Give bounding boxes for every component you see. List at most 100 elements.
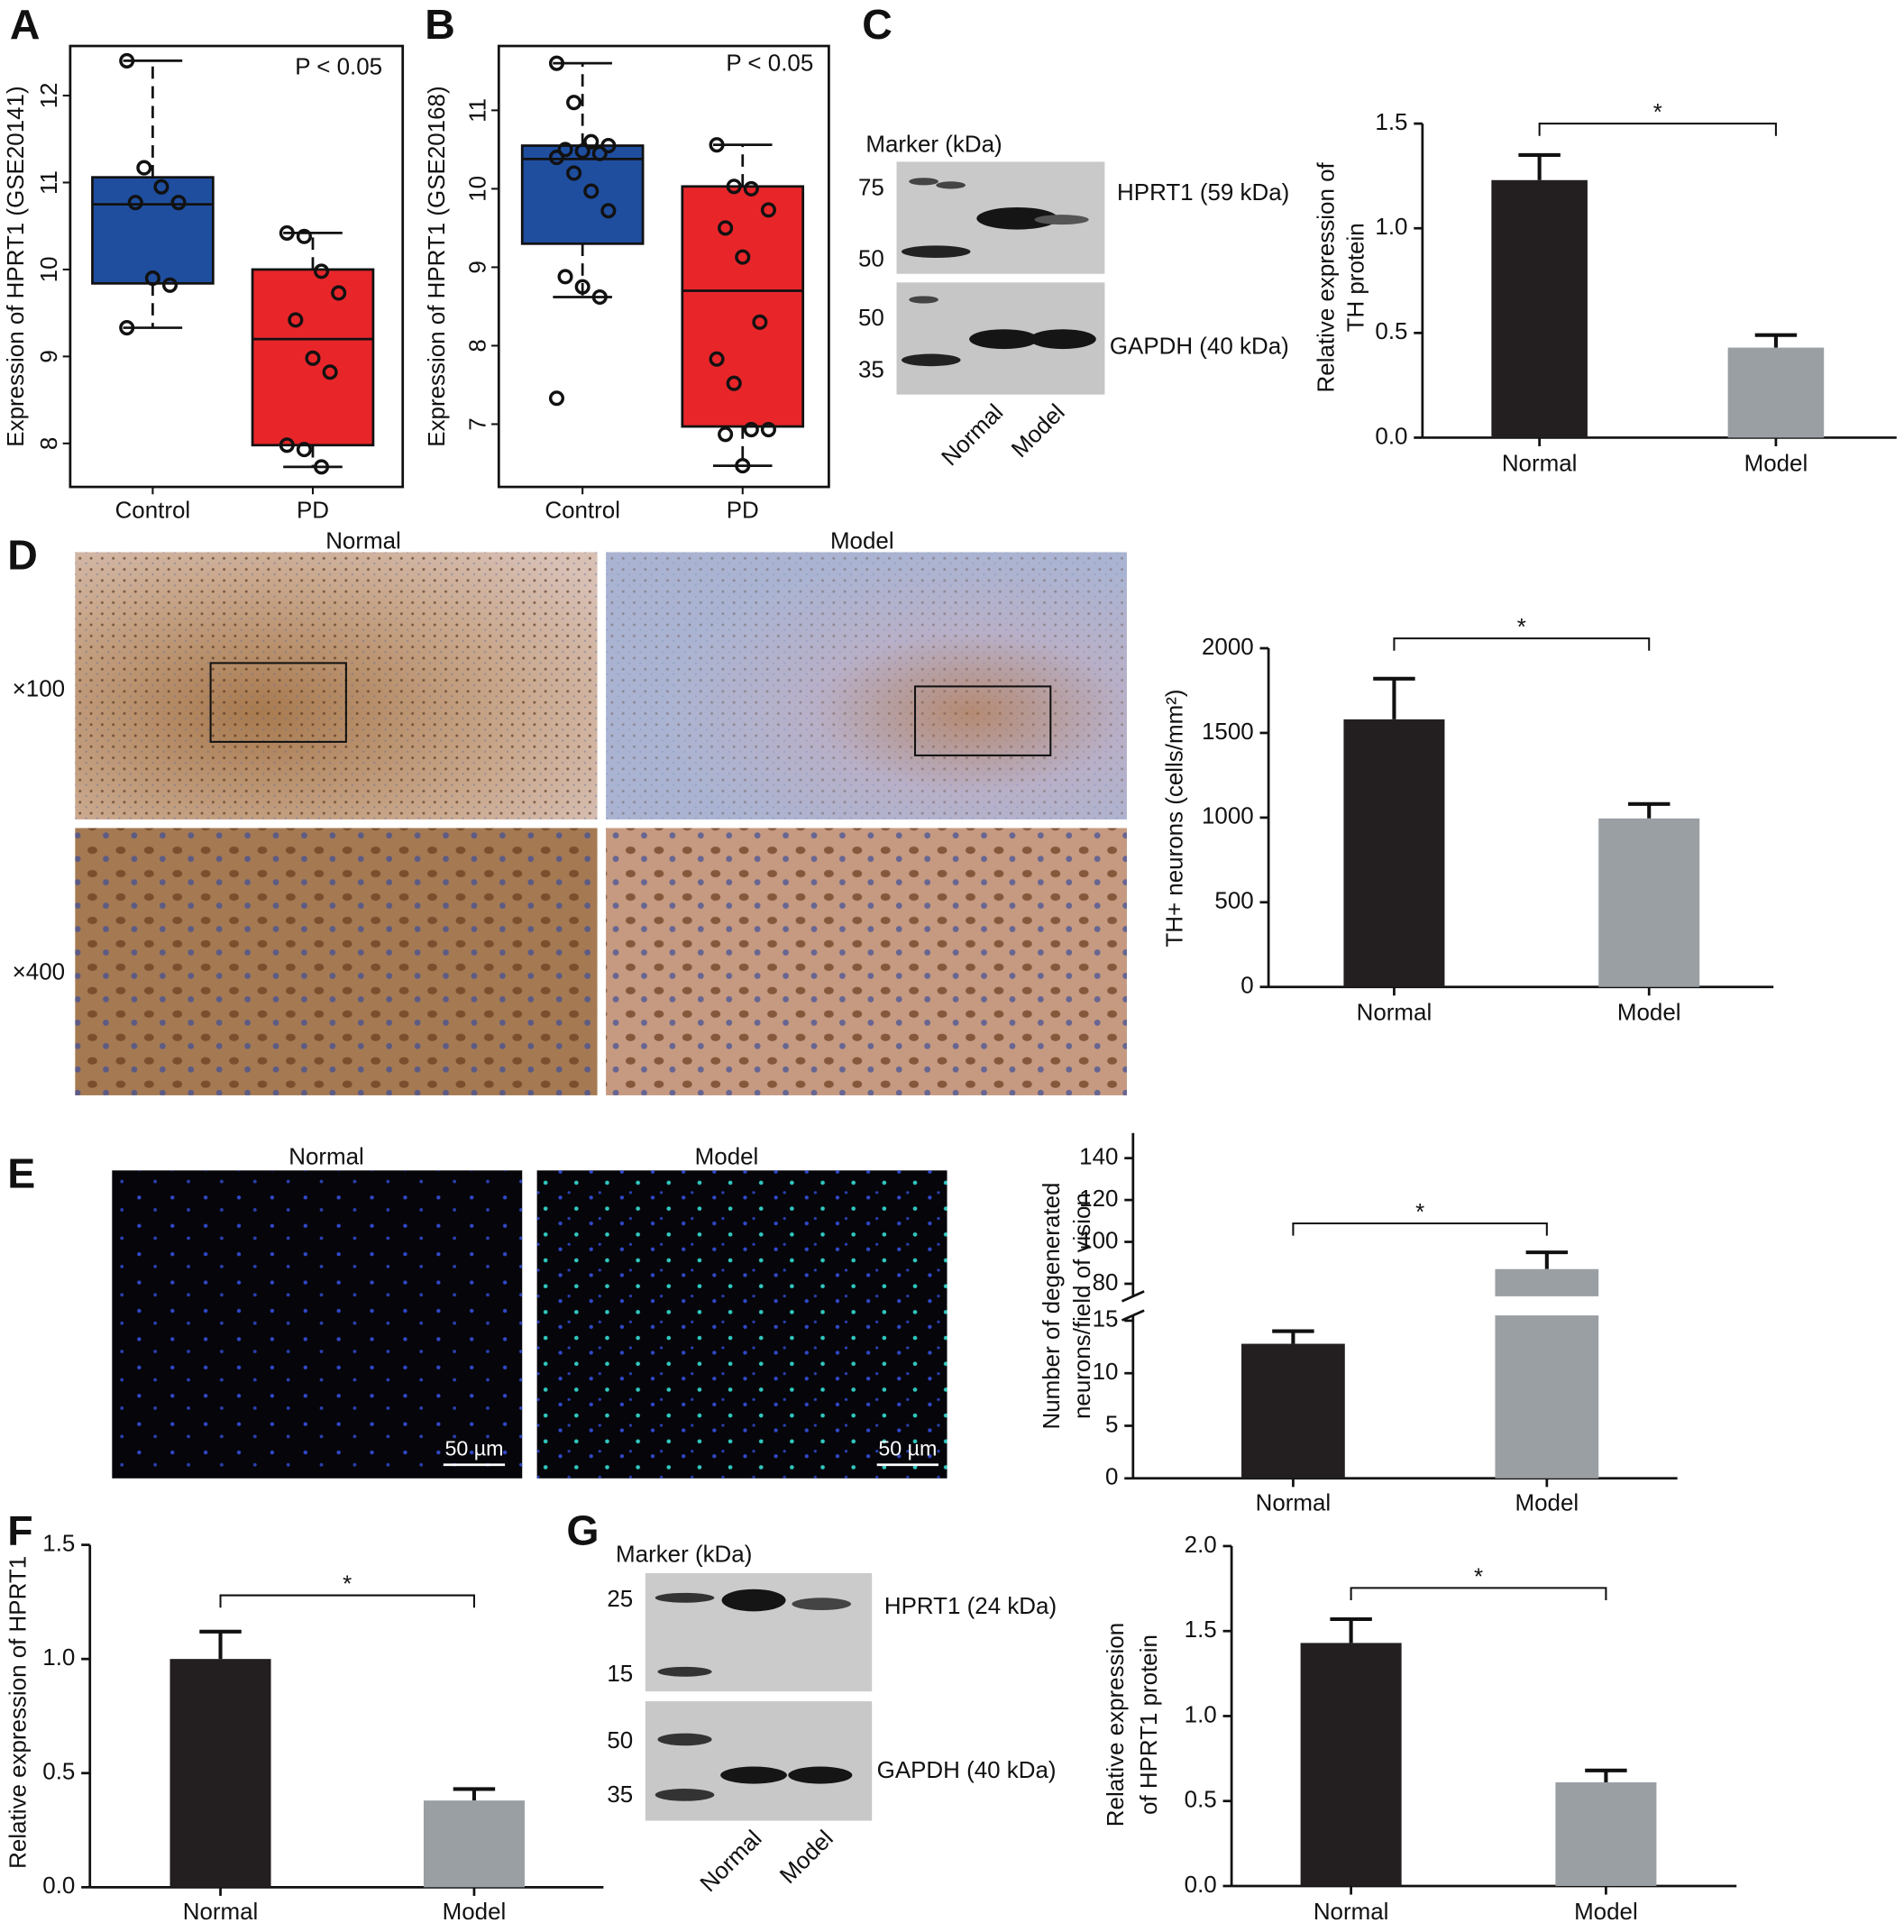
column-label: Model bbox=[830, 528, 894, 554]
data-point bbox=[314, 459, 330, 475]
x-tick-label: Control bbox=[545, 498, 620, 523]
y-tick-label: 10 bbox=[465, 176, 490, 202]
bar bbox=[169, 1659, 271, 1888]
band bbox=[720, 1766, 787, 1784]
axis-break bbox=[1121, 1290, 1145, 1303]
scale-bar-label: 50 µm bbox=[878, 1437, 937, 1460]
bar bbox=[1300, 1643, 1402, 1886]
y-tick-label: 1000 bbox=[1202, 804, 1254, 829]
y-axis-label: of HPRT1 protein bbox=[1137, 1634, 1162, 1815]
y-tick-label: 100 bbox=[1079, 1228, 1118, 1253]
data-point bbox=[153, 179, 169, 195]
y-axis-label: Relative expression of bbox=[1314, 161, 1340, 392]
data-point bbox=[566, 165, 582, 181]
y-axis-label: neurons/field of vision bbox=[1070, 1193, 1095, 1419]
band bbox=[657, 1666, 712, 1677]
significance-bracket bbox=[1350, 1587, 1607, 1601]
band bbox=[909, 296, 938, 304]
data-point bbox=[119, 52, 135, 69]
micrograph-texture bbox=[112, 1170, 523, 1479]
data-point bbox=[548, 55, 565, 71]
lane-label: Model bbox=[1007, 399, 1070, 462]
x-tick-label: PD bbox=[727, 498, 759, 523]
micrograph-texture bbox=[606, 828, 1127, 1095]
bar bbox=[423, 1800, 525, 1888]
band bbox=[654, 1789, 715, 1801]
bar bbox=[1598, 818, 1700, 987]
micrograph-texture bbox=[536, 1170, 947, 1479]
column-label: Normal bbox=[325, 528, 401, 554]
data-point bbox=[735, 458, 751, 474]
fluorescence-panel: Normal Model 50 µm 50 µm bbox=[112, 1144, 947, 1479]
data-point bbox=[314, 263, 330, 279]
lane-label: Model bbox=[775, 1826, 838, 1889]
blot-c: Marker (kDa) 75 50 50 35 HPRT1 (59 kDa) … bbox=[858, 133, 1289, 472]
y-tick-label: 1.5 bbox=[1375, 110, 1407, 135]
significance-bracket bbox=[1292, 1222, 1548, 1236]
x-tick-label: Model bbox=[1744, 451, 1808, 476]
marker: 50 bbox=[858, 306, 884, 331]
y-axis-label: Number of degenerated bbox=[1039, 1183, 1065, 1430]
data-point bbox=[557, 269, 573, 285]
data-point bbox=[718, 220, 734, 236]
marker: 75 bbox=[858, 175, 884, 200]
data-point bbox=[600, 203, 617, 219]
y-tick-label: 1500 bbox=[1202, 719, 1254, 745]
x-tick-label: Normal bbox=[1314, 1900, 1389, 1925]
panel-letters: A B C D E F G bbox=[7, 1, 892, 1554]
data-point bbox=[743, 180, 759, 197]
data-point bbox=[557, 142, 573, 158]
y-tick-label: 0.5 bbox=[42, 1760, 75, 1785]
data-point bbox=[548, 150, 565, 166]
row-label: ×400 bbox=[13, 960, 65, 985]
data-point bbox=[296, 228, 312, 244]
y-tick-label: 15 bbox=[1093, 1307, 1119, 1332]
significance-label: * bbox=[343, 1572, 352, 1598]
data-point bbox=[279, 437, 295, 453]
y-tick-label: 11 bbox=[465, 98, 490, 123]
y-tick-label: 8 bbox=[465, 339, 490, 352]
panel-label: G bbox=[566, 1507, 599, 1554]
zoom-box bbox=[209, 662, 347, 743]
data-point bbox=[718, 426, 734, 443]
plot-frame bbox=[497, 44, 830, 489]
data-point bbox=[144, 270, 160, 287]
y-tick-label: 0.5 bbox=[1185, 1788, 1217, 1813]
zoom-box bbox=[913, 685, 1052, 756]
y-tick-label: 80 bbox=[1093, 1270, 1119, 1296]
data-point bbox=[288, 312, 304, 328]
band bbox=[909, 178, 938, 186]
data-point bbox=[119, 320, 135, 336]
band-label: HPRT1 (59 kDa) bbox=[1117, 180, 1289, 206]
data-point bbox=[743, 422, 759, 438]
marker-title: Marker (kDa) bbox=[865, 133, 1002, 158]
blot-g: Marker (kDa) 25 15 50 35 HPRT1 (24 kDa) … bbox=[607, 1543, 1057, 1897]
x-tick-label: Model bbox=[1574, 1900, 1638, 1925]
data-point bbox=[574, 279, 590, 295]
y-tick-label: 9 bbox=[37, 350, 62, 362]
y-axis-label: Expression of HPRT1 (GSE20168) bbox=[425, 86, 450, 446]
y-tick-label: 2.0 bbox=[1185, 1533, 1217, 1558]
data-point bbox=[296, 442, 312, 458]
y-tick-label: 0.0 bbox=[42, 1873, 75, 1899]
band-label: HPRT1 (24 kDa) bbox=[884, 1594, 1057, 1619]
band bbox=[936, 181, 966, 189]
y-tick-label: 0.0 bbox=[1185, 1872, 1217, 1898]
data-point bbox=[600, 137, 617, 154]
box bbox=[91, 176, 215, 285]
data-point bbox=[760, 202, 776, 218]
y-tick-label: 140 bbox=[1079, 1144, 1118, 1169]
band bbox=[969, 329, 1039, 350]
annotation: P < 0.05 bbox=[726, 50, 813, 76]
box bbox=[520, 144, 645, 245]
column-label: Normal bbox=[288, 1144, 364, 1169]
band bbox=[654, 1592, 715, 1603]
band bbox=[657, 1733, 712, 1746]
data-point bbox=[583, 133, 600, 150]
data-point bbox=[170, 195, 187, 211]
band bbox=[901, 245, 971, 258]
y-tick-label: 0 bbox=[1240, 974, 1253, 999]
lane-label: Normal bbox=[937, 399, 1008, 471]
marker: 50 bbox=[858, 247, 884, 272]
x-tick-label: PD bbox=[297, 498, 329, 523]
